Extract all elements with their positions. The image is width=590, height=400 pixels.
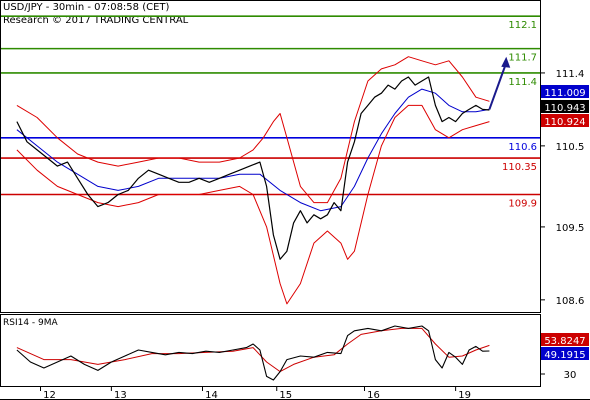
- price-tag-current: [541, 100, 589, 113]
- copyright-notice: Research © 2017 TRADING CENTRAL: [3, 15, 189, 26]
- y-tick-label: 108.6: [556, 296, 585, 307]
- price-tag-bid: [541, 85, 589, 98]
- price-tag-ask: [541, 114, 589, 127]
- x-tick-label: 12: [43, 390, 56, 400]
- chart-symbol-title: USD/JPY - 30min - 07:08:58 (CET): [3, 2, 170, 13]
- rsi-panel-title: RSI14 - 9MA: [3, 318, 58, 328]
- price-tag-label-ask: 110.924: [544, 117, 585, 128]
- rsi-y-tick-label: 30: [564, 370, 577, 381]
- level-label-112.1: 112.1: [508, 20, 537, 31]
- y-tick-label: 110.5: [556, 142, 585, 153]
- moving-average-line: [16, 88, 490, 212]
- x-tick-label: 19: [458, 390, 471, 400]
- level-label-110.6: 110.6: [508, 142, 537, 153]
- bollinger-lower-band: [16, 104, 490, 305]
- rsi-ma-line: [16, 327, 490, 373]
- x-tick-label: 16: [367, 390, 380, 400]
- level-label-111.4: 111.4: [508, 77, 537, 88]
- level-label-111.7: 111.7: [508, 53, 537, 64]
- x-tick-label: 14: [205, 390, 218, 400]
- rsi-tag-ma: [541, 333, 589, 346]
- rsi-tag-label-rsi: 49.1915: [544, 350, 585, 361]
- rsi-tag-label-ma: 53.8247: [544, 336, 585, 347]
- level-label-110.35: 110.35: [502, 162, 537, 173]
- price-tag-label-current: 110.943: [544, 103, 585, 114]
- y-tick-label: 109.5: [556, 223, 585, 234]
- main-panel-frame: [0, 0, 541, 313]
- rsi-panel-frame: [0, 314, 541, 387]
- forecast-arrow-shaft: [488, 62, 508, 110]
- forecast-arrow-head: [501, 56, 511, 68]
- rsi-line: [16, 325, 490, 381]
- y-tick-label: 111.4: [556, 69, 585, 80]
- price-line: [16, 76, 490, 260]
- x-tick-label: 15: [279, 390, 292, 400]
- bollinger-upper-band: [16, 56, 490, 204]
- x-tick-label: 13: [114, 390, 127, 400]
- rsi-tag-rsi: [541, 347, 589, 360]
- price-tag-label-bid: 111.009: [544, 88, 585, 99]
- level-label-109.9: 109.9: [508, 198, 537, 209]
